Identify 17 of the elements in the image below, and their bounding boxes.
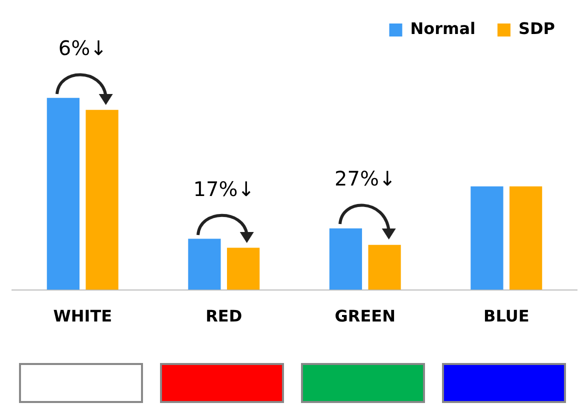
bar [188, 238, 221, 290]
bar [368, 244, 401, 290]
x-tick-label: RED [206, 306, 242, 326]
bar [329, 228, 362, 290]
annotation: 27%↓ [334, 166, 396, 191]
x-tick-label: WHITE [53, 306, 112, 326]
bar [470, 186, 504, 290]
bar [226, 248, 260, 290]
legend-label: SDP [518, 19, 556, 38]
bar [86, 110, 118, 290]
bar [46, 98, 80, 290]
bar [509, 186, 542, 290]
text: 6%↓ [58, 36, 107, 60]
annotation: 17%↓ [193, 176, 254, 201]
x-tick-label: BLUE [484, 306, 530, 326]
x-tick-label: GREEN [334, 306, 396, 326]
legend-label: Normal [410, 19, 476, 38]
